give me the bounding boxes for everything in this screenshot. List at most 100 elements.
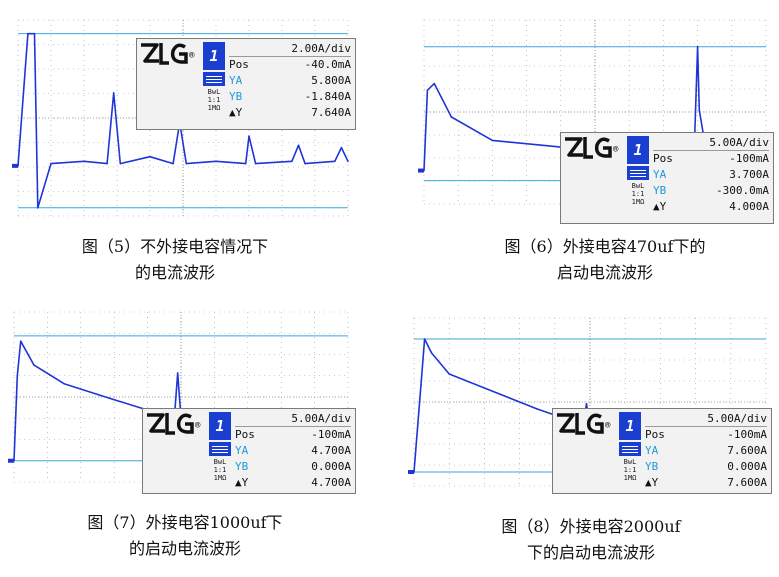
cursor-delta-y-value: 4.700A xyxy=(311,476,351,489)
trace-point xyxy=(291,160,293,163)
cursor-delta-y-row: ▲Y 4.700A xyxy=(235,475,351,490)
cursor-yb-row: YB -300.0mA xyxy=(653,183,769,198)
trace-point xyxy=(172,162,174,165)
trace-point xyxy=(83,160,85,163)
probe-ratio: 1:1 xyxy=(623,466,637,474)
cursor-ya-value: 5.800A xyxy=(311,74,351,87)
volts-div-row: 2.00A/div xyxy=(229,41,351,57)
ground-marker xyxy=(8,458,14,463)
trace-point xyxy=(37,206,39,209)
trace-point xyxy=(112,92,115,94)
trace-point xyxy=(244,162,247,165)
cursor-ya-value: 4.700A xyxy=(311,444,351,457)
trace-point xyxy=(491,139,494,142)
cursor-ya-value: 7.600A xyxy=(727,444,767,457)
input-impedance: 1MΩ xyxy=(213,474,227,482)
trace-point xyxy=(420,383,422,386)
cursor-ya-row: YA 5.800A xyxy=(229,73,351,88)
cursor-ya-label: YA xyxy=(645,444,659,457)
position-label: Pos xyxy=(229,58,249,71)
position-label: Pos xyxy=(645,428,665,441)
position-row: Pos -100mA xyxy=(235,427,351,442)
ground-marker xyxy=(408,470,414,474)
trace-point xyxy=(248,135,250,138)
cursor-ya-row: YA 7.600A xyxy=(645,443,767,458)
cursor-ya-label: YA xyxy=(235,444,249,457)
cursor-ya-row: YA 3.700A xyxy=(653,167,769,182)
trace-point xyxy=(185,162,188,165)
trace-point xyxy=(215,160,217,163)
bwl-label: BwL xyxy=(207,88,221,96)
cursor-yb-row: YB -1.840A xyxy=(229,89,351,104)
trace-point xyxy=(423,169,425,172)
cursor-delta-y-label: ▲Y xyxy=(235,476,249,489)
trace-point xyxy=(19,340,22,343)
trace-point xyxy=(50,162,52,165)
volts-div-value: 2.00A/div xyxy=(291,42,351,55)
trace-point xyxy=(698,109,701,112)
trace-point xyxy=(423,338,426,340)
trace-point xyxy=(413,471,415,473)
bandwidth-limit: BwL 1:1 1MΩ xyxy=(203,88,225,112)
caption-line-2: 的电流波形 xyxy=(134,263,215,282)
cursor-delta-y-row: ▲Y 4.000A xyxy=(653,199,769,214)
cursor-ya-label: YA xyxy=(229,74,243,87)
position-label: Pos xyxy=(235,428,255,441)
scope-readout-8: ® 1 BwL 1:1 1MΩ 5.00A/div Pos -100mA YA 7.600A YB 0… xyxy=(552,408,772,494)
caption-line-1: 图（7）外接电容1000uf下 xyxy=(87,513,283,532)
trace-point xyxy=(113,398,115,401)
bandwidth-limit: BwL 1:1 1MΩ xyxy=(209,458,231,482)
figure-caption-7: 图（7）外接电容1000uf下 的启动电流波形 xyxy=(20,510,350,562)
trace-point xyxy=(254,162,257,165)
volts-div-value: 5.00A/div xyxy=(291,412,351,425)
cursor-delta-y-value: 7.600A xyxy=(727,476,767,489)
position-label: Pos xyxy=(653,152,673,165)
scope-readout-5: ® 1 BwL 1:1 1MΩ 2.00A/div Pos -40.0mA YA 5.800A YB… xyxy=(136,38,356,130)
trace-point xyxy=(347,160,349,163)
cursor-ya-row: YA 4.700A xyxy=(235,443,351,458)
volts-div-row: 5.00A/div xyxy=(653,135,769,151)
cursor-yb-value: 0.000A xyxy=(727,460,767,473)
cursor-ya-label: YA xyxy=(653,168,667,181)
scope-panel-7: ® 1 BwL 1:1 1MΩ 5.00A/div Pos -100mA YA 4.700A YB 0… xyxy=(8,304,356,494)
cursor-yb-value: 0.000A xyxy=(311,460,351,473)
bwl-label: BwL xyxy=(631,182,645,190)
cursor-delta-y-label: ▲Y xyxy=(229,106,243,119)
zlg-logo xyxy=(141,43,188,65)
trace-point xyxy=(433,82,436,85)
dc-coupling-icon xyxy=(619,442,641,456)
channel-1-badge: 1 xyxy=(203,42,225,70)
channel-1-badge: 1 xyxy=(209,412,231,440)
cursor-delta-y-row: ▲Y 7.600A xyxy=(645,475,767,490)
trace-point xyxy=(27,32,29,35)
bandwidth-limit: BwL 1:1 1MΩ xyxy=(627,182,649,206)
scope-panel-8: ® 1 BwL 1:1 1MΩ 5.00A/div Pos -100mA YA 7.600A YB 0… xyxy=(408,310,772,494)
trace-point xyxy=(176,372,179,374)
position-row: Pos -100mA xyxy=(653,151,769,166)
caption-line-2: 的启动电流波形 xyxy=(128,539,241,558)
trace-point xyxy=(483,387,486,389)
probe-ratio: 1:1 xyxy=(207,96,221,104)
scope-readout-6: ® 1 BwL 1:1 1MΩ 5.00A/div Pos -100mA YA 3.700A YB -… xyxy=(560,132,774,224)
dc-coupling-icon xyxy=(209,442,231,456)
trace-point xyxy=(297,144,300,147)
channel-1-badge: 1 xyxy=(619,412,641,440)
cursor-yb-label: YB xyxy=(645,460,659,473)
position-row: Pos -100mA xyxy=(645,427,767,442)
input-impedance: 1MΩ xyxy=(623,474,637,482)
input-impedance: 1MΩ xyxy=(631,198,645,206)
bwl-label: BwL xyxy=(213,458,227,466)
scope-panel-5: ® 1 BwL 1:1 1MΩ 2.00A/div Pos -40.0mA YA 5.800A YB… xyxy=(12,12,356,224)
bandwidth-limit: BwL 1:1 1MΩ xyxy=(619,458,641,482)
trace-point xyxy=(16,374,19,377)
trace-point xyxy=(448,373,450,375)
trace-point xyxy=(304,162,306,165)
caption-line-2: 启动电流波形 xyxy=(556,263,653,282)
scope-panel-6: ® 1 BwL 1:1 1MΩ 5.00A/div Pos -100mA YA 3.700A YB -… xyxy=(418,12,774,224)
trace-point xyxy=(426,89,429,92)
cursor-delta-y-value: 4.000A xyxy=(729,200,769,213)
registered-mark: ® xyxy=(605,421,611,431)
trace-point xyxy=(119,162,122,165)
ground-marker xyxy=(418,168,424,173)
input-impedance: 1MΩ xyxy=(207,104,221,112)
